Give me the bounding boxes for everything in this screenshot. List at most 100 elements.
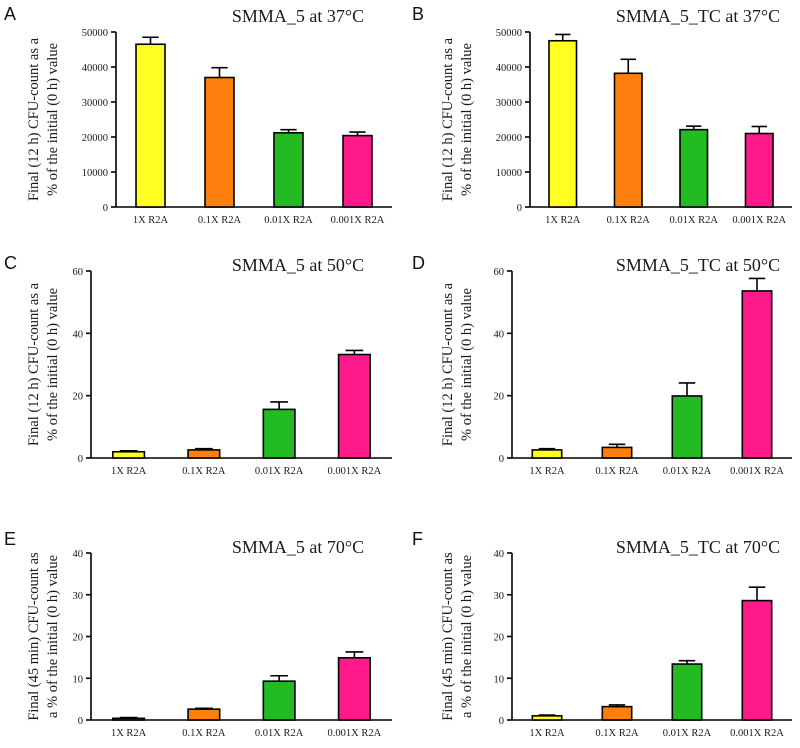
y-tick-label: 20 bbox=[494, 392, 505, 403]
panel-letter: A bbox=[4, 4, 16, 24]
x-tick-label: 0.01X R2A bbox=[264, 215, 313, 226]
bar-0-01x-r2a bbox=[679, 128, 709, 208]
chart-title: SMMA_5 at 50°C bbox=[232, 255, 364, 275]
bar-0-01x-r2a bbox=[262, 680, 296, 721]
panel-letter: E bbox=[4, 529, 16, 549]
x-tick-label: 0.01X R2A bbox=[255, 728, 304, 739]
chart-panel-c: C SMMA_5 at 50°C Final (12 h) CFU-count as… bbox=[4, 253, 392, 477]
x-tick-label: 0.001X R2A bbox=[328, 728, 382, 739]
y-axis-label: Final (12 h) CFU-count as a% of the init… bbox=[26, 282, 61, 446]
panel-letter: F bbox=[412, 529, 423, 549]
bar-0-1x-r2a bbox=[601, 705, 633, 721]
y-axis-label-line: Final (45 min) CFU-count as bbox=[26, 552, 42, 721]
x-tick-label: 0.001X R2A bbox=[732, 215, 786, 226]
y-tick-label: 30 bbox=[494, 591, 505, 602]
chart-title: SMMA_5_TC at 37°C bbox=[616, 6, 780, 26]
bar-0-001x-r2a bbox=[741, 599, 773, 721]
bar-1x-r2a bbox=[531, 449, 563, 459]
bar-0-001x-r2a bbox=[342, 134, 373, 208]
y-tick-label: 10 bbox=[494, 674, 505, 685]
y-tick-label: 20000 bbox=[496, 133, 522, 144]
y-tick-label: 20 bbox=[73, 633, 84, 644]
y-axis-label-line: % of the initial (0 h) value bbox=[45, 288, 61, 441]
y-tick-label: 0 bbox=[499, 716, 504, 727]
y-axis-label-line: a % of the initial (0 h) value bbox=[459, 555, 475, 718]
bar-1x-r2a bbox=[531, 715, 563, 721]
y-axis-label: Final (45 min) CFU-count as a % of the in… bbox=[440, 552, 475, 721]
y-tick-label: 40000 bbox=[496, 63, 522, 74]
x-tick-label: 0.001X R2A bbox=[730, 728, 784, 739]
y-tick-label: 50000 bbox=[82, 28, 108, 39]
bar-0-01x-r2a bbox=[262, 408, 296, 459]
y-tick-label: 40 bbox=[73, 329, 84, 340]
bar-1x-r2a bbox=[112, 450, 146, 459]
y-tick-label: 40 bbox=[494, 329, 505, 340]
y-tick-label: 60 bbox=[494, 267, 505, 278]
y-tick-label: 10000 bbox=[82, 168, 108, 179]
y-axis-label-line: % of the initial (0 h) value bbox=[45, 43, 61, 196]
bar-0-1x-r2a bbox=[204, 76, 235, 208]
y-tick-label: 30000 bbox=[496, 98, 522, 109]
y-axis-label-line: Final (12 h) CFU-count as a bbox=[440, 282, 456, 446]
bar-0-1x-r2a bbox=[613, 72, 643, 208]
x-tick-label: 0.01X R2A bbox=[663, 466, 712, 477]
bar-1x-r2a bbox=[135, 43, 166, 208]
bar-0-001x-r2a bbox=[744, 132, 774, 208]
y-tick-label: 20000 bbox=[82, 133, 108, 144]
y-axis-label: Final (12 h) CFU-count as a% of the init… bbox=[440, 282, 475, 446]
panel-letter: B bbox=[412, 4, 424, 24]
bar-0-1x-r2a bbox=[187, 708, 221, 721]
y-tick-label: 30000 bbox=[82, 98, 108, 109]
x-tick-label: 1X R2A bbox=[133, 215, 169, 226]
y-tick-label: 0 bbox=[517, 203, 522, 214]
x-tick-label: 1X R2A bbox=[529, 728, 565, 739]
y-axis-label-line: a % of the initial (0 h) value bbox=[45, 555, 61, 718]
y-tick-label: 30 bbox=[73, 591, 84, 602]
y-axis-label-line: % of the initial (0 h) value bbox=[459, 288, 475, 441]
x-tick-label: 0.1X R2A bbox=[198, 215, 242, 226]
y-tick-label: 10000 bbox=[496, 168, 522, 179]
y-tick-label: 20 bbox=[73, 392, 84, 403]
x-tick-label: 0.1X R2A bbox=[182, 466, 226, 477]
panel-letter: C bbox=[4, 253, 17, 273]
x-tick-label: 1X R2A bbox=[545, 215, 581, 226]
x-tick-label: 0.1X R2A bbox=[595, 728, 639, 739]
chart-panel-e: E SMMA_5 at 70°C Final (45 min) CFU-count … bbox=[4, 529, 392, 739]
x-tick-label: 0.01X R2A bbox=[663, 728, 712, 739]
bar-0-001x-r2a bbox=[337, 656, 371, 721]
chart-title: SMMA_5 at 37°C bbox=[232, 6, 364, 26]
chart-panel-a: A SMMA_5 at 37°C Final (12 h) CFU-count as… bbox=[4, 4, 392, 226]
chart-panel-b: B SMMA_5_TC at 37°C Final (12 h) CFU-count… bbox=[412, 4, 792, 226]
chart-panel-d: D SMMA_5_TC at 50°C Final (12 h) CFU-count… bbox=[412, 253, 792, 477]
y-tick-label: 40 bbox=[494, 549, 505, 560]
bar-0-001x-r2a bbox=[337, 353, 371, 459]
bar-0-01x-r2a bbox=[273, 132, 304, 208]
y-tick-label: 0 bbox=[78, 716, 83, 727]
bar-0-001x-r2a bbox=[741, 290, 773, 459]
x-tick-label: 0.1X R2A bbox=[595, 466, 639, 477]
x-tick-label: 1X R2A bbox=[111, 728, 147, 739]
y-tick-label: 40 bbox=[73, 549, 84, 560]
y-tick-label: 0 bbox=[103, 203, 108, 214]
x-tick-label: 0.1X R2A bbox=[182, 728, 226, 739]
y-tick-label: 40000 bbox=[82, 63, 108, 74]
x-tick-label: 0.001X R2A bbox=[331, 215, 385, 226]
x-tick-label: 0.001X R2A bbox=[328, 466, 382, 477]
y-axis-label: Final (45 min) CFU-count as a % of the in… bbox=[26, 552, 61, 721]
y-axis-label-line: Final (12 h) CFU-count as a bbox=[26, 37, 42, 201]
x-tick-label: 1X R2A bbox=[529, 466, 565, 477]
bar-0-01x-r2a bbox=[671, 663, 703, 721]
chart-title: SMMA_5 at 70°C bbox=[232, 537, 364, 557]
x-tick-label: 1X R2A bbox=[111, 466, 147, 477]
y-tick-label: 60 bbox=[73, 267, 84, 278]
y-axis-label-line: % of the initial (0 h) value bbox=[459, 43, 475, 196]
x-tick-label: 0.01X R2A bbox=[670, 215, 719, 226]
x-tick-label: 0.001X R2A bbox=[730, 466, 784, 477]
chart-title: SMMA_5_TC at 70°C bbox=[616, 537, 780, 557]
bar-0-1x-r2a bbox=[601, 446, 633, 459]
bar-1x-r2a bbox=[548, 39, 578, 208]
bar-0-01x-r2a bbox=[671, 395, 703, 459]
x-tick-label: 0.1X R2A bbox=[607, 215, 651, 226]
chart-title: SMMA_5_TC at 50°C bbox=[616, 255, 780, 275]
y-tick-label: 0 bbox=[499, 454, 504, 465]
